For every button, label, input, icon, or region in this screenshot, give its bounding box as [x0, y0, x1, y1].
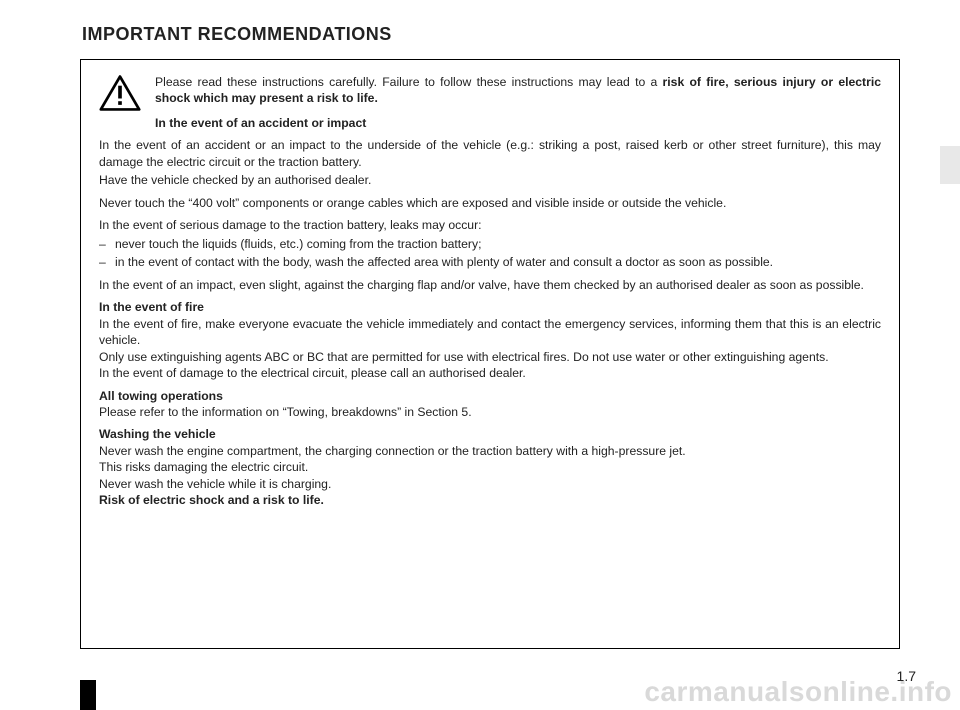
- towing-heading: All towing operations: [99, 389, 223, 403]
- accident-p3: Never touch the “400 volt” components or…: [99, 195, 881, 211]
- towing-section: All towing operations Please refer to th…: [99, 388, 881, 421]
- washing-p2: This risks damaging the electric circuit…: [99, 460, 308, 474]
- warning-triangle-icon: [99, 74, 141, 112]
- accident-p4: In the event of serious damage to the tr…: [99, 217, 881, 233]
- page-marker-tab: [80, 680, 96, 710]
- intro-line1: Please read these instructions carefully…: [155, 75, 663, 89]
- side-section-tab: [940, 146, 960, 184]
- warning-panel: Please read these instructions carefully…: [80, 59, 900, 649]
- washing-p3: Never wash the vehicle while it is charg…: [99, 477, 331, 491]
- accident-heading: In the event of an accident or impact: [155, 116, 366, 130]
- fire-p3: In the event of damage to the electrical…: [99, 366, 526, 380]
- towing-p1: Please refer to the information on “Towi…: [99, 405, 472, 419]
- accident-bullets: never touch the liquids (fluids, etc.) c…: [99, 236, 881, 271]
- warning-header-row: Please read these instructions carefully…: [99, 74, 881, 131]
- accident-bullet-2: in the event of contact with the body, w…: [99, 254, 881, 270]
- fire-section: In the event of fire In the event of fir…: [99, 299, 881, 381]
- accident-p5: In the event of an impact, even slight, …: [99, 277, 881, 293]
- accident-p2: Have the vehicle checked by an authorise…: [99, 172, 881, 188]
- accident-bullet-1: never touch the liquids (fluids, etc.) c…: [99, 236, 881, 252]
- washing-p4-bold: Risk of electric shock and a risk to lif…: [99, 493, 324, 507]
- washing-section: Washing the vehicle Never wash the engin…: [99, 426, 881, 508]
- washing-heading: Washing the vehicle: [99, 427, 216, 441]
- intro-text: Please read these instructions carefully…: [155, 74, 881, 131]
- fire-p2: Only use extinguishing agents ABC or BC …: [99, 350, 829, 364]
- page-title: IMPORTANT RECOMMENDATIONS: [82, 24, 920, 45]
- page-number: 1.7: [897, 668, 916, 684]
- accident-p1: In the event of an accident or an impact…: [99, 137, 881, 170]
- fire-p1: In the event of fire, make everyone evac…: [99, 317, 881, 347]
- washing-p1: Never wash the engine compartment, the c…: [99, 444, 686, 458]
- fire-heading: In the event of fire: [99, 300, 204, 314]
- manual-page: IMPORTANT RECOMMENDATIONS Please read th…: [0, 0, 960, 710]
